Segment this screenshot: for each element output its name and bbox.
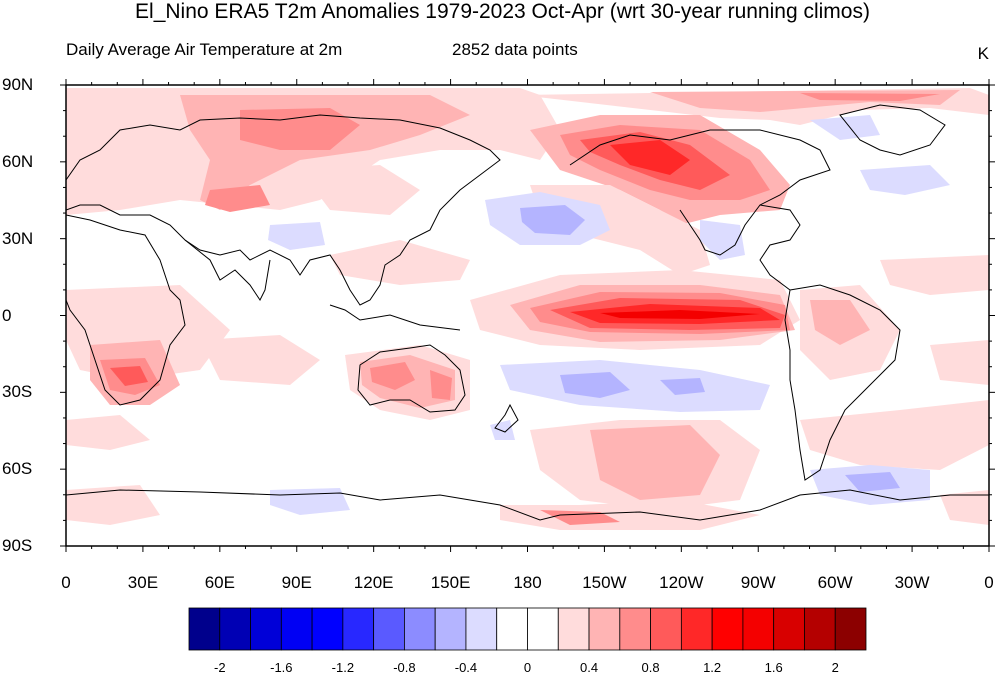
lat-label-0: 0	[2, 305, 12, 325]
australia-warm-region	[345, 345, 470, 420]
colorbar-box	[311, 607, 344, 651]
colorbar-label: 1.2	[703, 660, 722, 675]
map-title: El_Nino ERA5 T2m Anomalies 1979-2023 Oct…	[135, 0, 870, 23]
colorbar-box	[557, 607, 590, 651]
colorbar-box	[465, 607, 498, 651]
colorbar-box	[496, 607, 528, 651]
colorbar	[188, 607, 867, 651]
arctic-warm-region	[66, 88, 989, 215]
lon-label-0: 0	[61, 573, 71, 592]
colorbar-box	[527, 607, 559, 651]
colorbar-box	[434, 607, 467, 651]
colorbar-box	[588, 607, 621, 651]
lon-label-60e: 60E	[204, 573, 235, 592]
colorbar-box	[219, 607, 251, 651]
colorbar-box	[804, 607, 836, 651]
colorbar-label: -1.6	[270, 660, 293, 675]
colorbar-label: 0.4	[579, 660, 599, 675]
colorbar-label: -0.8	[393, 660, 416, 675]
data-points-subtitle: 2852 data points	[452, 40, 578, 59]
colorbar-box	[250, 607, 282, 651]
lon-label-30e: 30E	[127, 573, 159, 592]
colorbar-label: 2	[831, 660, 839, 675]
variable-subtitle: Daily Average Air Temperature at 2m	[66, 40, 343, 59]
colorbar-label: 0.8	[641, 660, 660, 675]
coastlines	[66, 104, 989, 521]
lat-label-30s: 30S	[2, 382, 33, 402]
lon-label-0: 0	[984, 573, 994, 592]
units-label: K	[977, 44, 989, 63]
colorbar-label: 0	[523, 660, 532, 675]
lon-label-120w: 120W	[659, 573, 704, 592]
south-pacific-cold-region	[490, 360, 770, 440]
lat-label-90s: 90S	[2, 536, 33, 555]
el-nino-warm-tongue	[470, 255, 989, 380]
colorbar-box	[373, 607, 405, 651]
lat-label-60n: 60N	[2, 151, 34, 171]
lon-label-150e: 150E	[430, 573, 471, 592]
lon-label-120e: 120E	[353, 573, 394, 592]
colorbar-box	[680, 607, 713, 651]
lon-label-90w: 90W	[740, 573, 776, 592]
north-pacific-cold-region	[268, 115, 950, 260]
colorbar-box	[650, 607, 682, 651]
lat-label-90n: 90N	[2, 75, 34, 94]
lat-label-60s: 60S	[2, 459, 33, 479]
colorbar-box	[404, 607, 436, 651]
colorbar-box	[619, 607, 651, 651]
lon-label-90e: 90E	[281, 573, 312, 592]
southern-africa-warm-region	[90, 340, 180, 405]
anomaly-field	[66, 85, 989, 546]
lon-label-30w: 30W	[894, 573, 930, 592]
alaska-warm-region	[530, 115, 790, 275]
colorbar-box	[188, 607, 221, 651]
colorbar-label: -0.4	[454, 660, 478, 675]
lon-label-150w: 150W	[582, 573, 627, 592]
lat-label-30n: 30N	[2, 228, 34, 248]
lon-label-180: 180	[513, 573, 542, 592]
colorbar-label: -1.2	[331, 660, 355, 675]
colorbar-box	[742, 607, 775, 651]
colorbar-box	[342, 607, 375, 651]
colorbar-box	[711, 607, 744, 651]
axis-ticks	[60, 79, 995, 552]
colorbar-label: 1.6	[764, 660, 783, 675]
colorbar-box	[280, 607, 313, 651]
lon-label-60w: 60W	[817, 573, 853, 592]
southern-ocean-region	[66, 400, 989, 530]
colorbar-box	[773, 607, 805, 651]
colorbar-label: -2	[213, 660, 226, 675]
colorbar-box	[834, 607, 867, 651]
